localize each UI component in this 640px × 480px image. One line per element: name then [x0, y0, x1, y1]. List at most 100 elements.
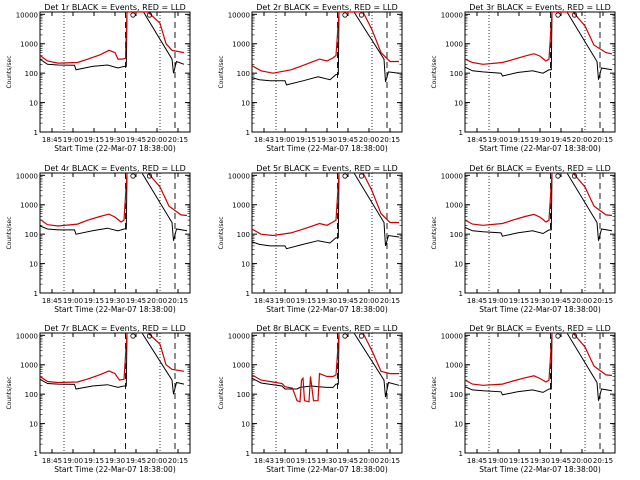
panel-title: Det 5r BLACK = Events, RED = LLD [256, 164, 398, 173]
x-tick-label: 20:15 [168, 136, 188, 144]
series-lld-red [40, 12, 185, 64]
x-tick-label: 20:15 [593, 136, 613, 144]
y-axis-label: Counts/sec [6, 55, 13, 88]
y-tick-label: 1 [459, 290, 463, 298]
x-tick-label: 20:15 [168, 297, 188, 305]
x-tick-label: 19:00 [63, 457, 83, 465]
y-tick-label: 1 [459, 450, 463, 458]
y-tick-label: 10 [241, 261, 250, 269]
x-axis-label: Start Time (22-Mar-07 18:38:00) [479, 465, 601, 474]
x-tick-label: 20:00 [359, 457, 379, 465]
x-tick-label: 18:45 [42, 297, 62, 305]
y-tick-label: 10000 [441, 332, 463, 340]
y-axis-label: Counts/sec [218, 216, 225, 249]
x-tick-label: 20:00 [572, 136, 592, 144]
x-tick-label: 18:43 [254, 136, 274, 144]
x-axis-label: Start Time (22-Mar-07 18:38:00) [266, 465, 388, 474]
panel-title: Det 9r BLACK = Events, RED = LLD [469, 324, 611, 333]
x-tick-label: 19:30 [105, 297, 125, 305]
panel-title: Det 1r BLACK = Events, RED = LLD [44, 3, 186, 12]
attenuator-marker [358, 173, 365, 179]
series-lld-red [252, 12, 399, 74]
x-tick-label: 20:00 [147, 457, 167, 465]
y-tick-label: 10 [241, 100, 250, 108]
panel-det-3: Det 3r BLACK = Events, RED = LLD 1 10 100 10… [431, 3, 616, 153]
x-tick-label: 18:45 [42, 457, 62, 465]
y-tick-label: 100 [237, 231, 250, 239]
attenuator-marker [555, 12, 561, 18]
panel-det-5: Det 5r BLACK = Events, RED = LLD 1 10 100 10… [218, 164, 403, 314]
y-tick-label: 1000 [232, 41, 250, 49]
y-tick-label: 1 [246, 129, 250, 137]
x-tick-label: 19:15 [84, 457, 104, 465]
plot-frame [39, 332, 191, 454]
panel-det-9: Det 9r BLACK = Events, RED = LLD 1 10 100 10… [431, 324, 616, 474]
attenuator-marker [358, 12, 365, 18]
y-tick-label: 10 [454, 421, 463, 429]
panel-title: Det 2r BLACK = Events, RED = LLD [256, 3, 398, 12]
x-tick-label: 19:00 [275, 297, 295, 305]
y-tick-label: 10000 [16, 11, 38, 19]
y-tick-label: 10000 [441, 172, 463, 180]
y-axis-label: Counts/sec [431, 55, 438, 88]
x-axis-label: Start Time (22-Mar-07 18:38:00) [266, 144, 388, 153]
x-tick-label: 19:15 [84, 297, 104, 305]
x-tick-label: 20:00 [572, 457, 592, 465]
y-tick-label: 10 [29, 261, 38, 269]
panel-det-6: Det 6r BLACK = Events, RED = LLD 1 10 100 10… [431, 164, 616, 314]
y-tick-label: 10 [29, 100, 38, 108]
y-tick-label: 1000 [20, 41, 38, 49]
attenuator-marker [342, 12, 348, 18]
x-tick-label: 19:30 [105, 457, 125, 465]
x-tick-label: 19:30 [317, 136, 337, 144]
panel-det-1: Det 1r BLACK = Events, RED = LLD 1 10 100 10… [6, 3, 191, 153]
y-tick-label: 10 [29, 421, 38, 429]
y-tick-label: 1 [34, 450, 38, 458]
y-axis-label: Counts/sec [431, 376, 438, 409]
x-tick-label: 19:30 [317, 457, 337, 465]
attenuator-marker [342, 333, 348, 339]
x-tick-label: 19:00 [63, 297, 83, 305]
attenuator-marker [342, 173, 348, 179]
y-tick-label: 1000 [445, 362, 463, 370]
y-tick-label: 100 [25, 231, 38, 239]
x-tick-label: 20:00 [359, 297, 379, 305]
plot-frame [39, 11, 191, 133]
y-axis-label: Counts/sec [6, 216, 13, 249]
panel-det-4: Det 4r BLACK = Events, RED = LLD 1 10 100 10… [6, 164, 191, 314]
x-tick-label: 19:30 [105, 136, 125, 144]
x-tick-label: 19:30 [530, 136, 550, 144]
x-tick-label: 19:45 [551, 136, 571, 144]
series-lld-red [252, 333, 399, 403]
series-events-black [40, 12, 185, 74]
x-tick-label: 20:00 [572, 297, 592, 305]
attenuator-marker [146, 12, 153, 18]
y-tick-label: 1000 [20, 362, 38, 370]
x-tick-label: 18:43 [254, 457, 274, 465]
panel-title: Det 3r BLACK = Events, RED = LLD [469, 3, 611, 12]
x-tick-label: 19:15 [296, 457, 316, 465]
panel-title: Det 4r BLACK = Events, RED = LLD [44, 164, 186, 173]
x-axis-label: Start Time (22-Mar-07 18:38:00) [479, 144, 601, 153]
attenuator-marker [130, 12, 136, 18]
x-tick-label: 19:15 [509, 136, 529, 144]
series-events-black [252, 333, 400, 398]
panel-title: Det 6r BLACK = Events, RED = LLD [469, 164, 611, 173]
attenuator-marker [555, 173, 561, 179]
x-tick-label: 20:15 [380, 297, 400, 305]
x-tick-label: 18:45 [467, 297, 487, 305]
y-tick-label: 10000 [441, 11, 463, 19]
attenuator-marker [571, 333, 578, 339]
x-tick-label: 19:45 [126, 457, 146, 465]
y-tick-label: 1000 [20, 202, 38, 210]
series-events-black [40, 333, 185, 395]
y-axis-label: Counts/sec [218, 55, 225, 88]
series-events-black [465, 173, 613, 241]
x-tick-label: 18:45 [467, 136, 487, 144]
y-axis-label: Counts/sec [218, 376, 225, 409]
panel-title: Det 7r BLACK = Events, RED = LLD [44, 324, 186, 333]
series-lld-red [40, 173, 188, 227]
y-tick-label: 10 [454, 100, 463, 108]
plot-frame [464, 332, 616, 454]
